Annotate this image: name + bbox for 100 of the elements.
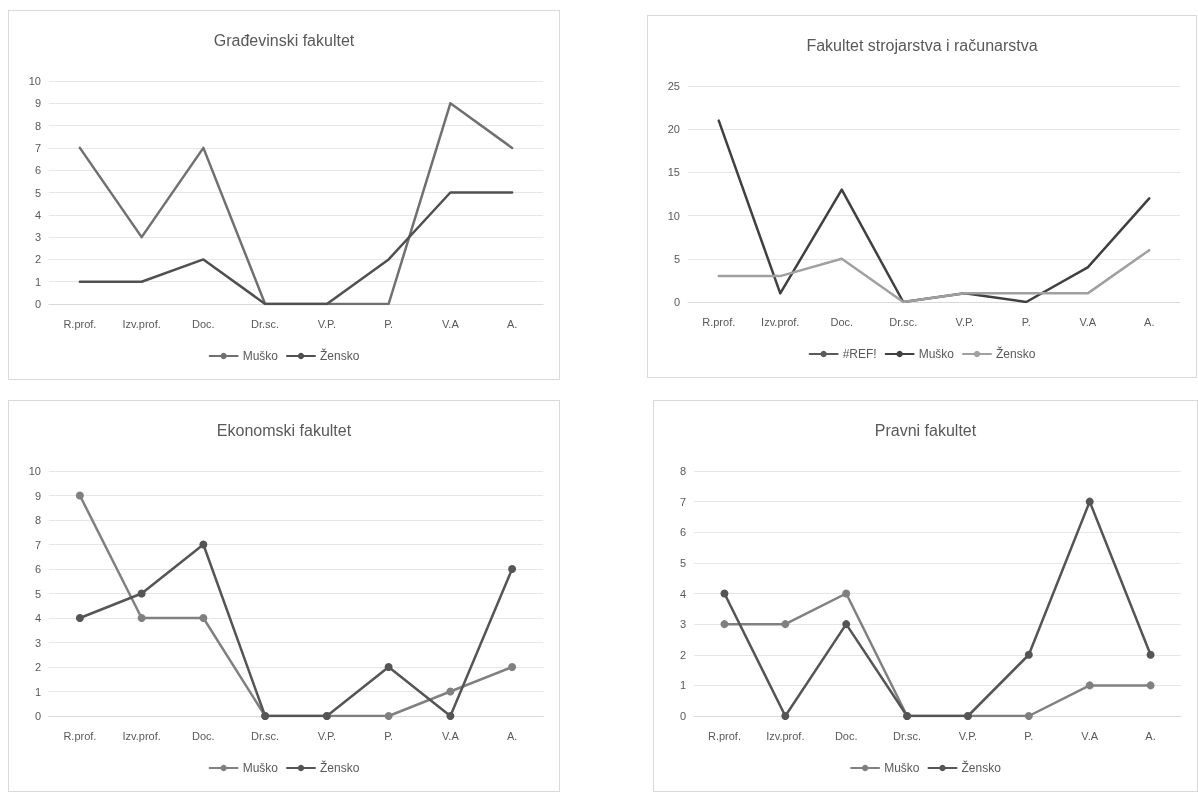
point <box>137 589 146 598</box>
y-tick-label: 10 <box>667 209 680 222</box>
x-tick-label: V.P. <box>317 729 337 742</box>
y-tick-label: 5 <box>34 186 41 199</box>
y-tick-label: 1 <box>34 685 41 698</box>
legend-label: Muško <box>918 347 955 361</box>
y-tick-label: 1 <box>34 275 41 288</box>
x-tick-label: V.A <box>1079 315 1097 328</box>
point <box>508 663 517 671</box>
point <box>508 565 517 573</box>
y-tick-label: 0 <box>673 296 680 308</box>
point <box>199 614 208 622</box>
x-tick-label: V.A <box>442 317 460 330</box>
legend-label: Muško <box>242 349 279 363</box>
y-tick-label: 0 <box>34 298 41 310</box>
point <box>1085 497 1094 506</box>
legend-label: #REF! <box>842 347 877 361</box>
y-tick-label: 8 <box>34 514 41 526</box>
y-tick-label: 20 <box>667 123 680 136</box>
point <box>1024 712 1033 720</box>
chart-title: Fakultet strojarstva i računarstva <box>806 36 1038 54</box>
x-tick-label: R.prof. <box>63 317 97 330</box>
y-tick-label: 6 <box>34 164 41 177</box>
point <box>1085 681 1094 690</box>
legend-label: Žensko <box>320 348 360 363</box>
y-tick-label: 7 <box>679 495 686 508</box>
y-tick-label: 3 <box>679 618 686 631</box>
x-tick-label: V.P. <box>317 317 337 330</box>
y-tick-label: 10 <box>28 75 41 87</box>
y-tick-label: 0 <box>34 710 41 722</box>
line-series <box>78 102 514 306</box>
x-tick-label: P. <box>1024 729 1034 742</box>
y-tick-label: 3 <box>34 231 41 244</box>
x-tick-label: P. <box>384 317 394 330</box>
point <box>446 687 455 696</box>
y-tick-label: 5 <box>679 556 686 569</box>
y-tick-label: 8 <box>34 119 41 132</box>
x-tick-label: R.prof. <box>702 315 736 328</box>
point <box>842 620 851 629</box>
y-tick-label: 6 <box>34 563 41 575</box>
point <box>842 589 851 598</box>
y-tick-label: 5 <box>673 252 680 265</box>
chart-title: Građevinski fakultet <box>213 31 355 49</box>
x-tick-label: V.A <box>442 729 460 742</box>
x-tick-label: Izv.prof. <box>122 729 161 742</box>
y-tick-label: 10 <box>28 465 41 477</box>
x-tick-label: Doc. <box>192 317 215 330</box>
y-tick-label: 7 <box>34 141 41 154</box>
x-tick-label: P. <box>384 729 394 742</box>
legend-label: Muško <box>242 761 279 775</box>
x-tick-label: A. <box>1144 315 1155 328</box>
x-tick-label: Doc. <box>830 315 854 328</box>
x-tick-label: Doc. <box>834 729 858 742</box>
x-tick-label: V.P. <box>958 729 978 742</box>
x-tick-label: V.P. <box>955 315 974 328</box>
y-tick-label: 2 <box>34 253 41 266</box>
line-series <box>78 191 514 306</box>
y-tick-label: 2 <box>679 648 686 661</box>
x-tick-label: A. <box>506 729 518 742</box>
point <box>1146 681 1155 690</box>
chart-title: Pravni fakultet <box>874 421 977 439</box>
x-tick-label: R.prof. <box>707 729 741 742</box>
y-tick-label: 4 <box>34 612 41 624</box>
y-tick-label: 15 <box>667 166 680 179</box>
y-tick-label: 4 <box>679 587 686 600</box>
legend-label: Muško <box>884 761 920 775</box>
point <box>1146 650 1155 659</box>
y-tick-label: 3 <box>34 636 41 649</box>
x-tick-label: P. <box>1021 315 1031 328</box>
x-tick-label: Izv.prof. <box>761 315 800 328</box>
x-tick-label: V.A <box>1081 729 1099 742</box>
legend-label: Žensko <box>961 760 1002 775</box>
x-tick-label: Izv.prof. <box>766 729 805 742</box>
y-tick-label: 6 <box>679 526 686 539</box>
x-tick-label: Dr.sc. <box>889 315 918 328</box>
point <box>75 491 84 500</box>
x-tick-label: Dr.sc. <box>251 729 280 742</box>
point <box>720 620 729 629</box>
x-tick-label: Dr.sc. <box>251 317 280 330</box>
point <box>384 712 393 720</box>
y-tick-label: 2 <box>34 661 41 673</box>
point <box>384 663 393 671</box>
point <box>720 589 729 598</box>
x-tick-label: R.prof. <box>63 729 97 742</box>
y-tick-label: 5 <box>34 587 41 600</box>
x-tick-label: Dr.sc. <box>893 729 922 742</box>
point <box>446 712 455 720</box>
x-tick-label: Izv.prof. <box>122 317 161 330</box>
point <box>1024 650 1033 659</box>
chart-title: Ekonomski fakultet <box>216 421 352 439</box>
y-tick-label: 4 <box>34 208 41 221</box>
y-tick-label: 25 <box>667 80 680 92</box>
point <box>137 614 146 622</box>
x-tick-label: A. <box>1145 729 1156 742</box>
line-series <box>717 248 1151 304</box>
y-tick-label: 1 <box>679 679 686 692</box>
y-tick-label: 9 <box>34 489 41 502</box>
legend-label: Žensko <box>996 346 1036 361</box>
x-tick-label: A. <box>506 317 518 330</box>
x-tick-label: Doc. <box>192 729 215 742</box>
